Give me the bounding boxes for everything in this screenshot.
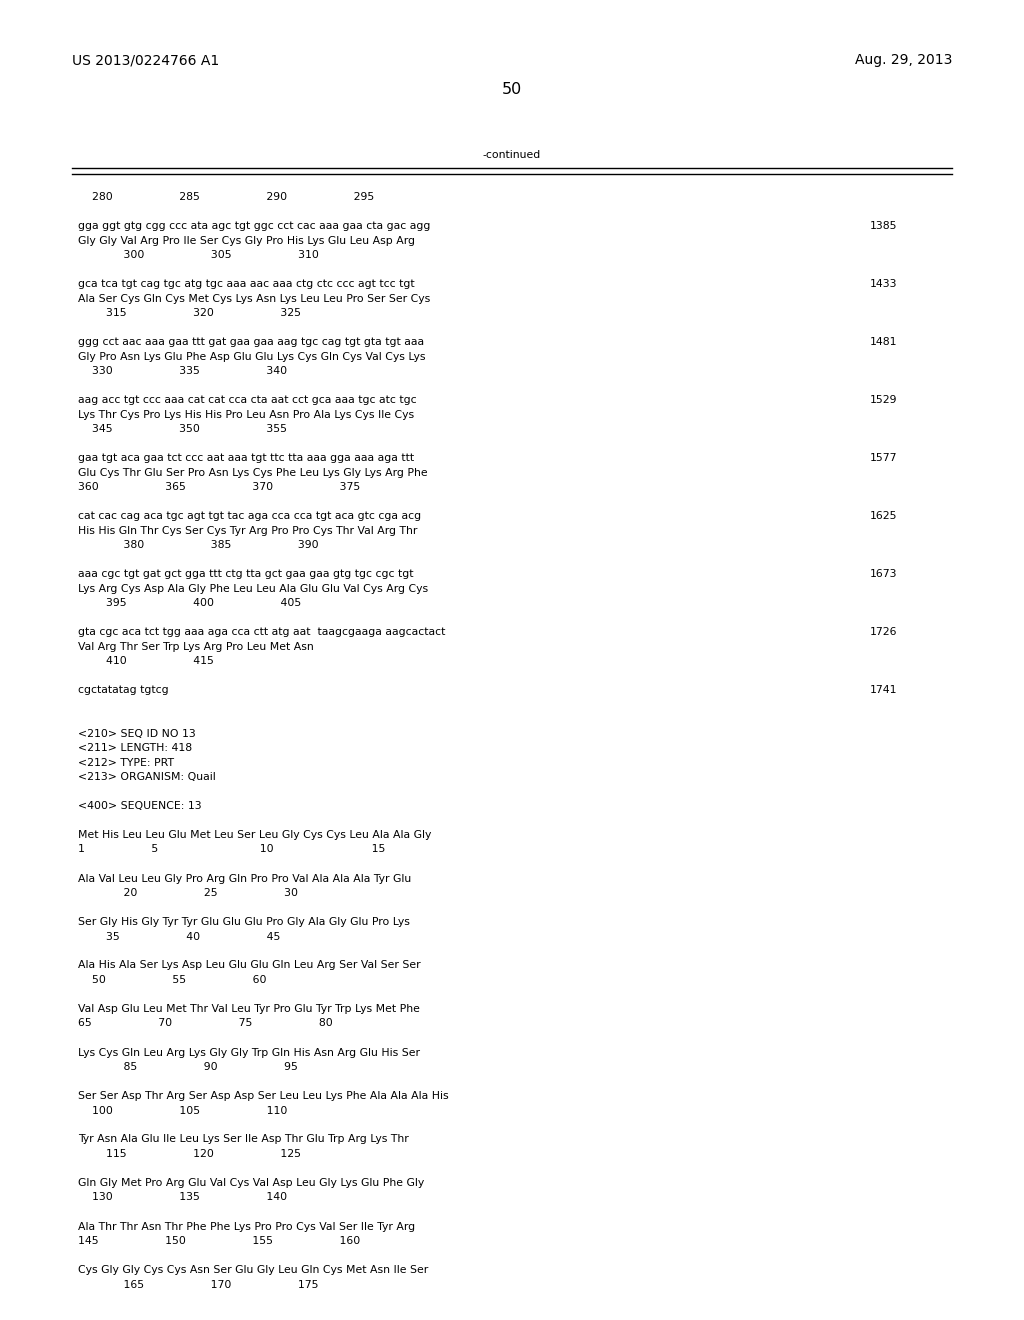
Text: 1                   5                             10                            : 1 5 10 bbox=[78, 845, 385, 854]
Text: aaa cgc tgt gat gct gga ttt ctg tta gct gaa gaa gtg tgc cgc tgt: aaa cgc tgt gat gct gga ttt ctg tta gct … bbox=[78, 569, 414, 579]
Text: Aug. 29, 2013: Aug. 29, 2013 bbox=[855, 53, 952, 67]
Text: Ser Gly His Gly Tyr Tyr Glu Glu Glu Pro Gly Ala Gly Glu Pro Lys: Ser Gly His Gly Tyr Tyr Glu Glu Glu Pro … bbox=[78, 917, 410, 927]
Text: 1481: 1481 bbox=[870, 337, 897, 347]
Text: <400> SEQUENCE: 13: <400> SEQUENCE: 13 bbox=[78, 801, 202, 810]
Text: Glu Cys Thr Glu Ser Pro Asn Lys Cys Phe Leu Lys Gly Lys Arg Phe: Glu Cys Thr Glu Ser Pro Asn Lys Cys Phe … bbox=[78, 467, 428, 478]
Text: Val Arg Thr Ser Trp Lys Arg Pro Leu Met Asn: Val Arg Thr Ser Trp Lys Arg Pro Leu Met … bbox=[78, 642, 313, 652]
Text: 65                   70                   75                   80: 65 70 75 80 bbox=[78, 1019, 333, 1028]
Text: Ala Thr Thr Asn Thr Phe Phe Lys Pro Pro Cys Val Ser Ile Tyr Arg: Ala Thr Thr Asn Thr Phe Phe Lys Pro Pro … bbox=[78, 1221, 415, 1232]
Text: ggg cct aac aaa gaa ttt gat gaa gaa aag tgc cag tgt gta tgt aaa: ggg cct aac aaa gaa ttt gat gaa gaa aag … bbox=[78, 337, 424, 347]
Text: 1577: 1577 bbox=[870, 453, 897, 463]
Text: 1433: 1433 bbox=[870, 279, 897, 289]
Text: Ser Ser Asp Thr Arg Ser Asp Asp Ser Leu Leu Lys Phe Ala Ala Ala His: Ser Ser Asp Thr Arg Ser Asp Asp Ser Leu … bbox=[78, 1092, 449, 1101]
Text: 115                   120                   125: 115 120 125 bbox=[78, 1148, 301, 1159]
Text: 1726: 1726 bbox=[870, 627, 897, 638]
Text: 360                   365                   370                   375: 360 365 370 375 bbox=[78, 482, 360, 492]
Text: Lys Thr Cys Pro Lys His His Pro Leu Asn Pro Ala Lys Cys Ile Cys: Lys Thr Cys Pro Lys His His Pro Leu Asn … bbox=[78, 409, 414, 420]
Text: Gly Pro Asn Lys Glu Phe Asp Glu Glu Lys Cys Gln Cys Val Cys Lys: Gly Pro Asn Lys Glu Phe Asp Glu Glu Lys … bbox=[78, 351, 426, 362]
Text: 380                   385                   390: 380 385 390 bbox=[78, 540, 318, 550]
Text: US 2013/0224766 A1: US 2013/0224766 A1 bbox=[72, 53, 219, 67]
Text: Tyr Asn Ala Glu Ile Leu Lys Ser Ile Asp Thr Glu Trp Arg Lys Thr: Tyr Asn Ala Glu Ile Leu Lys Ser Ile Asp … bbox=[78, 1134, 409, 1144]
Text: 395                   400                   405: 395 400 405 bbox=[78, 598, 301, 609]
Text: Met His Leu Leu Glu Met Leu Ser Leu Gly Cys Cys Leu Ala Ala Gly: Met His Leu Leu Glu Met Leu Ser Leu Gly … bbox=[78, 830, 431, 840]
Text: Lys Arg Cys Asp Ala Gly Phe Leu Leu Ala Glu Glu Val Cys Arg Cys: Lys Arg Cys Asp Ala Gly Phe Leu Leu Ala … bbox=[78, 583, 428, 594]
Text: 280                   285                   290                   295: 280 285 290 295 bbox=[78, 191, 374, 202]
Text: 330                   335                   340: 330 335 340 bbox=[78, 366, 287, 376]
Text: <211> LENGTH: 418: <211> LENGTH: 418 bbox=[78, 743, 193, 752]
Text: 1741: 1741 bbox=[870, 685, 897, 696]
Text: 145                   150                   155                   160: 145 150 155 160 bbox=[78, 1236, 360, 1246]
Text: gaa tgt aca gaa tct ccc aat aaa tgt ttc tta aaa gga aaa aga ttt: gaa tgt aca gaa tct ccc aat aaa tgt ttc … bbox=[78, 453, 414, 463]
Text: Cys Gly Gly Cys Cys Asn Ser Glu Gly Leu Gln Cys Met Asn Ile Ser: Cys Gly Gly Cys Cys Asn Ser Glu Gly Leu … bbox=[78, 1265, 428, 1275]
Text: 410                   415: 410 415 bbox=[78, 656, 214, 667]
Text: cgctatatag tgtcg: cgctatatag tgtcg bbox=[78, 685, 169, 696]
Text: 1625: 1625 bbox=[870, 511, 897, 521]
Text: 130                   135                   140: 130 135 140 bbox=[78, 1192, 287, 1203]
Text: 315                   320                   325: 315 320 325 bbox=[78, 308, 301, 318]
Text: Lys Cys Gln Leu Arg Lys Gly Gly Trp Gln His Asn Arg Glu His Ser: Lys Cys Gln Leu Arg Lys Gly Gly Trp Gln … bbox=[78, 1048, 420, 1057]
Text: 85                   90                   95: 85 90 95 bbox=[78, 1063, 298, 1072]
Text: <210> SEQ ID NO 13: <210> SEQ ID NO 13 bbox=[78, 729, 196, 738]
Text: gta cgc aca tct tgg aaa aga cca ctt atg aat  taagcgaaga aagcactact: gta cgc aca tct tgg aaa aga cca ctt atg … bbox=[78, 627, 445, 638]
Text: His His Gln Thr Cys Ser Cys Tyr Arg Pro Pro Cys Thr Val Arg Thr: His His Gln Thr Cys Ser Cys Tyr Arg Pro … bbox=[78, 525, 418, 536]
Text: -continued: -continued bbox=[483, 150, 541, 160]
Text: cat cac cag aca tgc agt tgt tac aga cca cca tgt aca gtc cga acg: cat cac cag aca tgc agt tgt tac aga cca … bbox=[78, 511, 421, 521]
Text: <212> TYPE: PRT: <212> TYPE: PRT bbox=[78, 758, 174, 767]
Text: 1529: 1529 bbox=[870, 395, 897, 405]
Text: 345                   350                   355: 345 350 355 bbox=[78, 424, 287, 434]
Text: Ala Ser Cys Gln Cys Met Cys Lys Asn Lys Leu Leu Pro Ser Ser Cys: Ala Ser Cys Gln Cys Met Cys Lys Asn Lys … bbox=[78, 293, 430, 304]
Text: <213> ORGANISM: Quail: <213> ORGANISM: Quail bbox=[78, 772, 216, 781]
Text: 165                   170                   175: 165 170 175 bbox=[78, 1279, 318, 1290]
Text: 20                   25                   30: 20 25 30 bbox=[78, 888, 298, 898]
Text: gga ggt gtg cgg ccc ata agc tgt ggc cct cac aaa gaa cta gac agg: gga ggt gtg cgg ccc ata agc tgt ggc cct … bbox=[78, 220, 430, 231]
Text: Ala Val Leu Leu Gly Pro Arg Gln Pro Pro Val Ala Ala Ala Tyr Glu: Ala Val Leu Leu Gly Pro Arg Gln Pro Pro … bbox=[78, 874, 412, 883]
Text: 1385: 1385 bbox=[870, 220, 897, 231]
Text: 300                   305                   310: 300 305 310 bbox=[78, 249, 318, 260]
Text: aag acc tgt ccc aaa cat cat cca cta aat cct gca aaa tgc atc tgc: aag acc tgt ccc aaa cat cat cca cta aat … bbox=[78, 395, 417, 405]
Text: Gln Gly Met Pro Arg Glu Val Cys Val Asp Leu Gly Lys Glu Phe Gly: Gln Gly Met Pro Arg Glu Val Cys Val Asp … bbox=[78, 1177, 424, 1188]
Text: gca tca tgt cag tgc atg tgc aaa aac aaa ctg ctc ccc agt tcc tgt: gca tca tgt cag tgc atg tgc aaa aac aaa … bbox=[78, 279, 415, 289]
Text: Gly Gly Val Arg Pro Ile Ser Cys Gly Pro His Lys Glu Leu Asp Arg: Gly Gly Val Arg Pro Ile Ser Cys Gly Pro … bbox=[78, 235, 415, 246]
Text: 1673: 1673 bbox=[870, 569, 897, 579]
Text: 50: 50 bbox=[502, 82, 522, 98]
Text: 35                   40                   45: 35 40 45 bbox=[78, 932, 281, 941]
Text: 50                   55                   60: 50 55 60 bbox=[78, 975, 266, 985]
Text: Val Asp Glu Leu Met Thr Val Leu Tyr Pro Glu Tyr Trp Lys Met Phe: Val Asp Glu Leu Met Thr Val Leu Tyr Pro … bbox=[78, 1005, 420, 1014]
Text: 100                   105                   110: 100 105 110 bbox=[78, 1106, 288, 1115]
Text: Ala His Ala Ser Lys Asp Leu Glu Glu Gln Leu Arg Ser Val Ser Ser: Ala His Ala Ser Lys Asp Leu Glu Glu Gln … bbox=[78, 961, 421, 970]
